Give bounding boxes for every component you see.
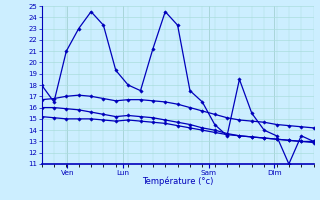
X-axis label: Température (°c): Température (°c)	[142, 177, 213, 186]
